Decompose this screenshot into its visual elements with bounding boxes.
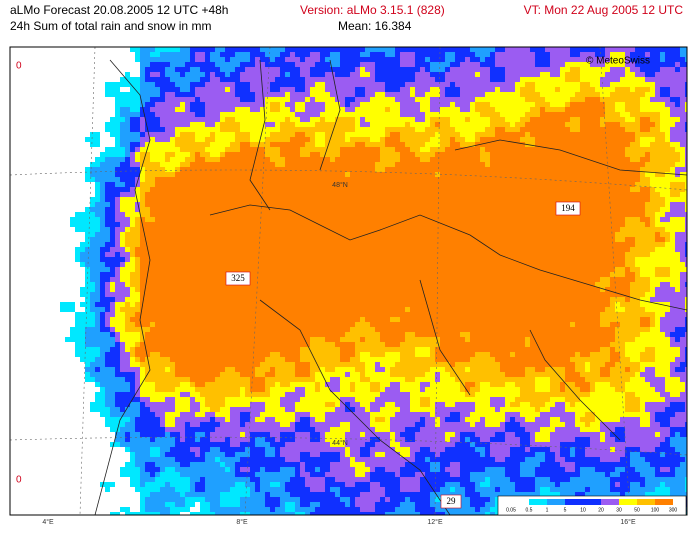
- valid-time: VT: Mon 22 Aug 2005 12 UTC: [524, 3, 684, 17]
- max-label: 194: [561, 203, 575, 213]
- legend-swatch: [619, 499, 637, 505]
- precip-level: [130, 97, 665, 392]
- subtitle: 24h Sum of total rain and snow in mm: [10, 19, 211, 33]
- legend-label: 30: [616, 507, 622, 513]
- legend-label: 10: [580, 507, 586, 513]
- max-box: [555, 201, 581, 216]
- legend-swatch: [637, 499, 655, 505]
- legend-swatch: [583, 499, 601, 505]
- coastline: [259, 279, 621, 515]
- precip-level: [120, 67, 685, 427]
- precip-level: [60, 47, 687, 515]
- mean: Mean: 16.384: [338, 19, 412, 33]
- border: [209, 204, 687, 311]
- precip-field: [10, 47, 687, 515]
- lon-label: 4°E: [42, 518, 54, 526]
- legend-label: 0.05: [506, 507, 516, 513]
- title: aLMo Forecast 20.08.2005 12 UTC +48h: [10, 3, 228, 17]
- legend-swatch: [529, 499, 547, 505]
- precip-level: [80, 47, 687, 515]
- legend-swatch: [601, 499, 619, 505]
- legend-label: 100: [651, 507, 660, 513]
- legend-label: 20: [598, 507, 604, 513]
- legend-swatch: [565, 499, 583, 505]
- lon-label: 12°E: [427, 518, 443, 526]
- lon-label: 8°E: [236, 518, 248, 526]
- legend-label: 50: [634, 507, 640, 513]
- max-box: [440, 494, 462, 509]
- min-label: 0: [16, 475, 22, 486]
- coastline: [94, 59, 151, 515]
- max-label: 29: [447, 496, 457, 506]
- version: Version: aLMo 3.15.1 (828): [300, 3, 445, 17]
- map-frame: [9, 46, 688, 516]
- lat-label: 48°N: [332, 181, 348, 189]
- legend: 0.05 0.5 1 5 10 20 30 50 100 300: [506, 499, 677, 513]
- legend-label: 1: [546, 507, 549, 513]
- legend-label: 5: [564, 507, 567, 513]
- legend-swatch: [511, 499, 529, 505]
- legend-label: 300: [669, 507, 678, 513]
- lon-label: 16°E: [620, 518, 636, 526]
- border: [249, 59, 687, 211]
- copyright: © MeteoSwiss: [586, 56, 650, 67]
- lat-label: 44°N: [332, 439, 348, 447]
- min-label: 0: [16, 61, 22, 72]
- precip-level: [105, 47, 687, 512]
- legend-label: 0.5: [526, 507, 533, 513]
- legend-swatch: [655, 499, 673, 505]
- precip-level: [10, 47, 200, 515]
- precip-level: [95, 47, 687, 515]
- overlays: [10, 47, 687, 515]
- max-box: [225, 271, 251, 286]
- max-label: 325: [231, 273, 245, 283]
- legend-swatch: [547, 499, 565, 505]
